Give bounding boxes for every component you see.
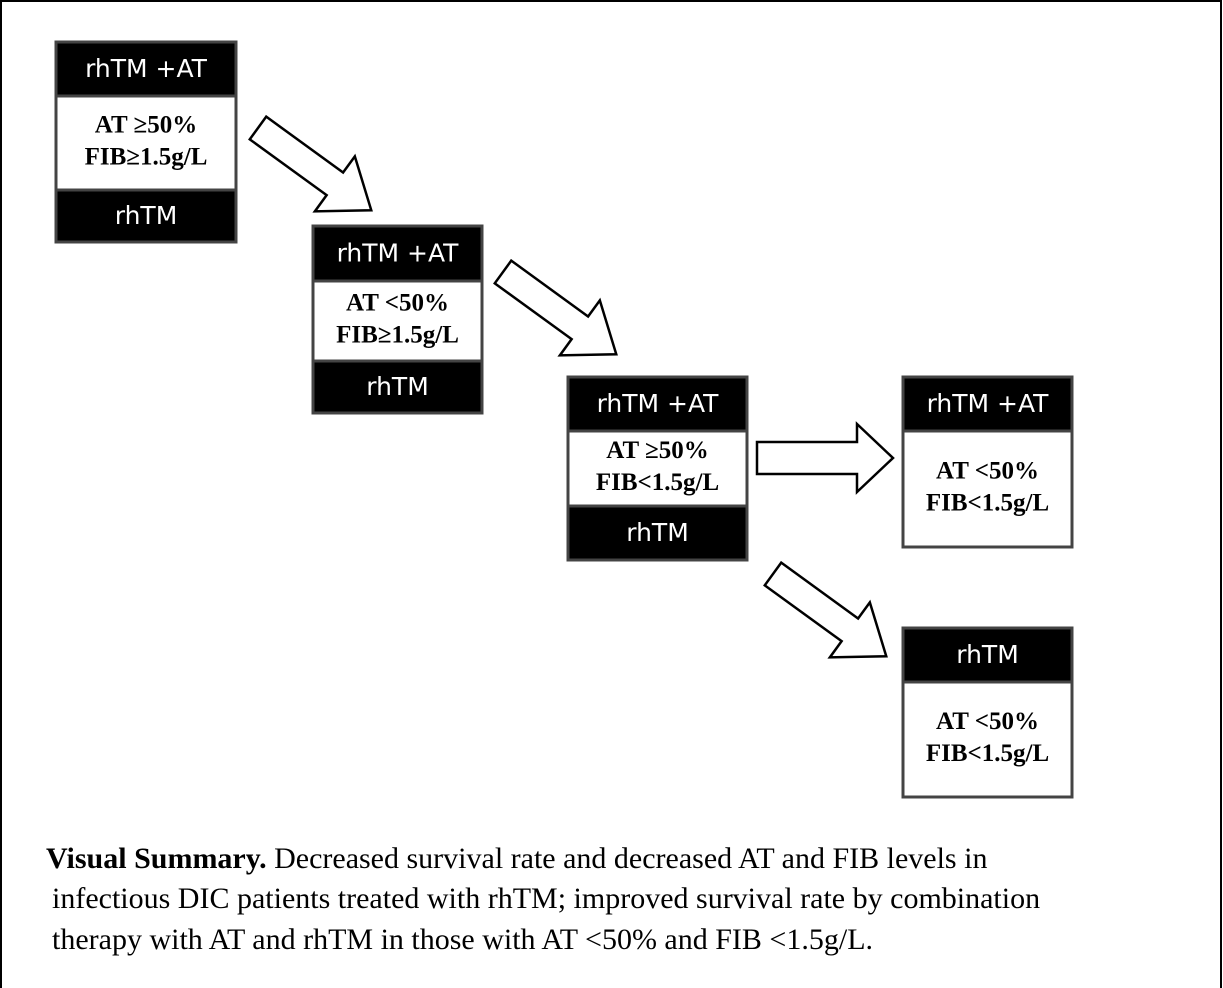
- condition: FIB≥1.5g/L: [336, 322, 459, 349]
- condition: FIB≥1.5g/L: [85, 144, 208, 171]
- arrow: [755, 421, 895, 495]
- bottom-band: [54, 188, 238, 244]
- node: rhTM +AT AT <50% FIB<1.5g/L: [901, 375, 1074, 549]
- top-label: rhTM: [956, 640, 1019, 669]
- top-label: rhTM +AT: [597, 389, 720, 418]
- bottom-band: [311, 359, 484, 415]
- top-label: rhTM +AT: [927, 389, 1050, 418]
- node: rhTM AT <50% FIB<1.5g/L: [901, 626, 1074, 799]
- node: rhTM +AT AT <50% FIB≥1.5g/L rhTM: [311, 224, 484, 415]
- condition: AT <50%: [936, 708, 1039, 735]
- caption-line: infectious DIC patients treated with rhT…: [52, 882, 1040, 915]
- condition: AT ≥50%: [606, 437, 708, 464]
- bottom-label: rhTM: [115, 201, 178, 230]
- arrows: [248, 114, 895, 659]
- caption-line: Decreased survival rate and decreased AT…: [274, 842, 987, 875]
- arrow: [763, 560, 888, 659]
- top-band: [566, 375, 749, 433]
- top-band: [901, 375, 1074, 433]
- top-label: rhTM +AT: [337, 239, 460, 268]
- node: rhTM +AT AT ≥50% FIB≥1.5g/L rhTM: [54, 40, 238, 244]
- condition: AT ≥50%: [95, 112, 197, 139]
- top-label: rhTM +AT: [85, 54, 208, 83]
- bottom-label: rhTM: [626, 518, 689, 547]
- arrow: [493, 258, 618, 357]
- bottom-label: rhTM: [366, 372, 429, 401]
- condition: AT <50%: [936, 458, 1039, 485]
- condition: AT <50%: [346, 290, 449, 317]
- bottom-band: [566, 504, 749, 562]
- top-band: [311, 224, 484, 283]
- top-band: [901, 626, 1074, 684]
- top-band: [54, 40, 238, 98]
- condition: FIB<1.5g/L: [926, 490, 1049, 517]
- condition: FIB<1.5g/L: [596, 469, 719, 496]
- caption-lead: Visual Summary.: [46, 842, 267, 875]
- caption: Visual Summary. Decreased survival rate …: [46, 842, 987, 875]
- caption-line: therapy with AT and rhTM in those with A…: [52, 923, 873, 956]
- condition: FIB<1.5g/L: [926, 740, 1049, 767]
- arrow: [248, 114, 373, 213]
- node: rhTM +AT AT ≥50% FIB<1.5g/L rhTM: [566, 375, 749, 562]
